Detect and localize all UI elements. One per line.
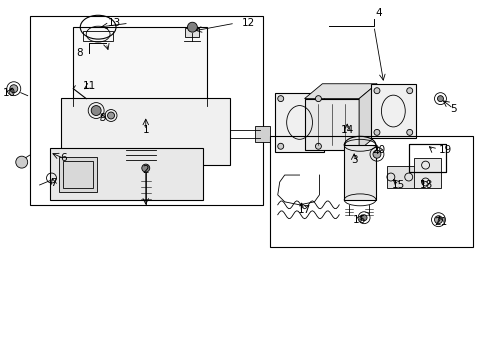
Bar <box>185 28 199 37</box>
Circle shape <box>277 96 283 102</box>
Text: 14: 14 <box>340 125 353 135</box>
Polygon shape <box>358 84 376 150</box>
Text: 11: 11 <box>82 81 96 91</box>
Text: 18: 18 <box>419 180 432 190</box>
Text: 16: 16 <box>352 215 365 225</box>
Bar <box>386 166 416 188</box>
Text: 4: 4 <box>375 8 382 18</box>
Circle shape <box>107 112 114 119</box>
Circle shape <box>10 85 18 93</box>
Circle shape <box>437 96 443 102</box>
Circle shape <box>315 143 321 149</box>
Circle shape <box>406 129 412 135</box>
Bar <box>83 31 113 41</box>
Bar <box>344 145 375 200</box>
Bar <box>60 157 97 192</box>
Circle shape <box>372 150 380 158</box>
Bar <box>408 144 446 172</box>
Text: 19: 19 <box>438 145 451 155</box>
Polygon shape <box>304 84 376 99</box>
Circle shape <box>91 105 101 116</box>
Circle shape <box>16 156 28 168</box>
Text: 9: 9 <box>100 113 106 123</box>
Text: 7: 7 <box>50 178 57 188</box>
Text: 2: 2 <box>142 165 149 175</box>
Bar <box>408 144 446 172</box>
Circle shape <box>142 164 149 172</box>
Bar <box>30 16 263 205</box>
Text: 10: 10 <box>3 88 17 98</box>
Text: 6: 6 <box>60 153 66 163</box>
Text: 12: 12 <box>242 18 255 28</box>
Bar <box>413 158 441 188</box>
Text: 17: 17 <box>297 205 310 215</box>
Circle shape <box>315 96 321 102</box>
Bar <box>254 126 269 142</box>
Bar <box>63 161 93 188</box>
Text: 3: 3 <box>350 155 357 165</box>
Bar <box>269 136 472 247</box>
Circle shape <box>434 216 442 224</box>
Text: 15: 15 <box>391 180 405 190</box>
Circle shape <box>187 22 197 32</box>
Bar <box>61 98 230 165</box>
Circle shape <box>373 129 379 135</box>
Circle shape <box>373 88 379 94</box>
Text: 8: 8 <box>77 48 83 58</box>
Text: 5: 5 <box>449 104 456 113</box>
Bar <box>274 93 324 152</box>
Circle shape <box>360 215 366 221</box>
Bar <box>73 27 207 99</box>
Text: 1: 1 <box>142 125 149 135</box>
Circle shape <box>277 143 283 149</box>
Bar <box>304 99 358 150</box>
Bar <box>370 84 415 138</box>
Text: 20: 20 <box>372 145 385 155</box>
Circle shape <box>406 88 412 94</box>
Bar <box>49 148 203 200</box>
Text: 13: 13 <box>107 18 121 28</box>
Text: 21: 21 <box>433 217 446 227</box>
